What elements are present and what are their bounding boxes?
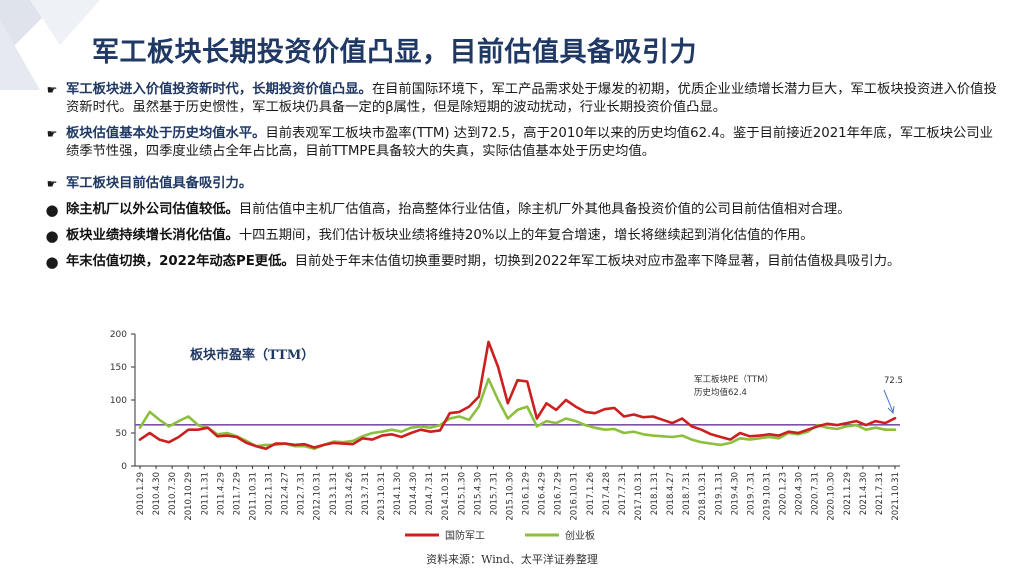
bullet-2-lead: 板块估值基本处于历史均值水平。 [66,126,266,141]
series-chinext-line [138,377,897,451]
x-tick-label: 2019.10.31 [762,472,772,521]
pe-chart: 0 50 100 150 200 2010.1.29 2010.4.30 2010.7.30… [110,330,903,542]
x-tick-label: 2011.1.31 [200,472,210,515]
y-tick-label: 50 [116,429,128,439]
x-tick-label: 2013.10.31 [377,472,387,521]
x-tick-label: 2013.7.31 [361,472,371,515]
annotation-arrow [883,389,894,413]
series-defense-line [138,340,897,451]
bullet-1: ☛ 军工板块进入价值投资新时代，长期投资价值凸显。在目前国际环境下，军工产品需求… [44,81,1004,117]
bullet-5-lead: 板块业绩持续增长消化估值。 [66,228,239,243]
x-tick-label: 2015.7.31 [489,472,499,515]
bullet-6: ● 年末估值切换，2022年动态PE更低。目前处于年末估值切换重要时期，切换到2… [44,253,1004,271]
x-tick-label: 2017.10.31 [634,472,644,521]
x-tick-label: 2012.7.31 [297,472,307,515]
x-tick-label: 2018.7.31 [682,472,692,515]
bullet-dot-icon: ● [45,253,59,271]
bullet-6-lead: 年末估值切换，2022年动态PE更低。 [66,254,295,269]
y-tick-label: 0 [121,462,127,472]
bullet-4-text: 目前估值中主机厂估值高，抬高整体行业估值，除主机厂外其他具备投资价值的公司目前估… [238,202,851,217]
x-tick-label: 2016.4.29 [538,472,548,515]
page-title: 军工板块长期投资价值凸显，目前估值具备吸引力 [92,37,697,68]
bullet-4: ● 除主机厂以外公司估值较低。目前估值中主机厂估值高，抬高整体行业估值，除主机厂… [44,201,1004,219]
x-tick-label: 2019.7.31 [746,472,756,515]
x-tick-label: 2017.7.31 [618,472,628,515]
bullet-1-lead: 军工板块进入价值投资新时代，长期投资价值凸显。 [66,82,372,97]
x-tick-label: 2020.7.31 [811,472,821,515]
x-tick-label: 2021.7.31 [875,472,885,515]
x-tick-label: 2021.1.29 [843,472,853,515]
chart-title: 板块市盈率（TTM） [190,347,314,363]
y-tick-label: 100 [110,396,127,406]
x-tick-label: 2015.10.30 [505,472,515,521]
pointing-hand-icon: ☛ [46,127,58,141]
bullet-6-text: 目前处于年末估值切换重要时期，切换到2022年军工板块对应市盈率下降显著，目前估… [294,254,901,269]
last-value-label: 72.5 [884,376,903,386]
bullet-3-lead: 军工板块目前估值具备吸引力。 [66,176,253,191]
bullet-list: ☛ 军工板块进入价值投资新时代，长期投资价值凸显。在目前国际环境下，军工产品需求… [44,81,1004,279]
x-tick-label: 2010.1.29 [136,472,146,515]
x-tick-label: 2017.4.28 [602,472,612,515]
x-tick-label: 2012.10.31 [313,472,323,521]
x-tick-label: 2011.10.31 [248,472,258,521]
x-tick-label: 2017.1.26 [586,472,596,515]
x-tick-label: 2019.4.30 [730,472,740,515]
bullet-dot-icon: ● [45,201,59,219]
corner-decoration [0,0,100,90]
x-tick-label: 2018.1.31 [650,472,660,515]
bullet-dot-icon: ● [45,227,59,245]
x-tick-label: 2013.4.26 [345,472,355,515]
x-tick-label: 2015.1.30 [457,472,467,515]
bullet-3: ☛ 军工板块目前估值具备吸引力。 [44,175,1004,193]
arrow-head-icon [887,405,895,415]
chart-legend: 国防军工 创业板 [405,529,595,542]
x-tick-label: 2019.1.31 [714,472,724,515]
x-tick-label: 2011.4.29 [216,472,226,515]
x-tick-label: 2014.1.30 [393,472,403,515]
x-tick-label: 2014.4.30 [409,472,419,515]
x-tick-label: 2018.4.27 [666,472,676,515]
x-tick-label: 2020.4.30 [795,472,805,515]
y-tick-label: 150 [110,363,127,373]
bullet-5: ● 板块业绩持续增长消化估值。十四五期间，我们估计板块业绩将维持20%以上的年复… [44,227,1004,245]
y-tick-label: 200 [110,330,127,340]
bullet-5-text: 十四五期间，我们估计板块业绩将维持20%以上的年复合增速，增长将继续起到消化估值… [238,228,814,243]
bullet-2: ☛ 板块估值基本处于历史均值水平。目前表观军工板块市盈率(TTM) 达到72.5… [44,125,1004,161]
source-note: 资料来源：Wind、太平洋证券整理 [426,553,598,566]
x-tick-label: 2013.1.31 [329,472,339,515]
pointing-hand-icon: ☛ [46,83,58,97]
x-tick-label: 2018.10.31 [698,472,708,521]
legend-label: 国防军工 [445,529,485,542]
x-tick-label: 2020.10.30 [827,472,837,521]
pointing-hand-icon: ☛ [46,177,58,191]
x-tick-label: 2016.7.29 [554,472,564,515]
bullet-1-text: 在目前国际环境下，军工产品需求处于爆发的初期，优质企业业绩增长潜力巨大，军工板块… [66,82,997,115]
x-tick-label: 2010.10.29 [184,472,194,521]
x-tick-label: 2012.4.27 [281,472,291,515]
legend-label: 创业板 [565,529,595,542]
x-tick-label: 2020.1.23 [779,472,789,515]
x-tick-label: 2015.4.30 [473,472,483,515]
bullet-4-lead: 除主机厂以外公司估值较低。 [66,202,239,217]
x-tick-label: 2011.7.29 [232,472,242,515]
x-tick-label: 2010.4.30 [152,472,162,515]
x-tick-label: 2021.10.31 [891,472,901,521]
x-tick-label: 2016.10.31 [570,472,580,521]
x-tick-label: 2016.1.29 [522,472,532,515]
annotation-label: 军工板块PE（TTM） [694,374,773,385]
x-tick-label: 2012.1.31 [265,472,275,515]
x-tick-label: 2021.4.30 [859,472,869,515]
bullet-2-text: 目前表观军工板块市盈率(TTM) 达到72.5，高于2010年以来的历史均值62… [66,126,993,159]
x-tick-label: 2014.7.31 [425,472,435,515]
mean-label: 历史均值62.4 [694,387,747,398]
x-tick-label: 2010.7.30 [168,472,178,515]
x-tick-label: 2014.10.31 [441,472,451,521]
